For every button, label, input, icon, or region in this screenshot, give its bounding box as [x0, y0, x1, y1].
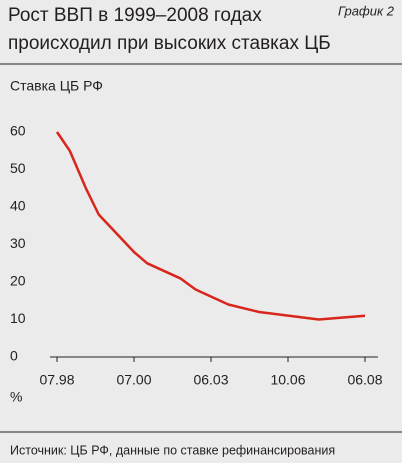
y-tick-label: 50 [10, 160, 26, 176]
y-unit: % [10, 389, 22, 405]
y-tick-label: 10 [10, 310, 26, 326]
subtitle: Ставка ЦБ РФ [10, 78, 103, 94]
y-tick-label: 0 [10, 348, 18, 364]
chart-title: Рост ВВП в 1999–2008 годах [8, 5, 262, 26]
y-tick-label: 30 [10, 235, 26, 251]
chart-title: происходил при высоких ставках ЦБ [8, 33, 331, 54]
x-tick-label: 07.98 [39, 372, 74, 388]
source: Источник: ЦБ РФ, данные по ставке рефина… [10, 443, 335, 457]
y-tick-label: 20 [10, 273, 26, 289]
x-tick-label: 06.03 [193, 372, 228, 388]
x-tick-label: 07.00 [116, 372, 151, 388]
y-tick-label: 40 [10, 198, 26, 214]
chart-number: График 2 [338, 3, 395, 18]
line [55, 131, 366, 321]
y-tick-label: 60 [10, 123, 26, 139]
x-tick-label: 10.06 [270, 372, 305, 388]
x-tick-label: 06.08 [347, 372, 382, 388]
